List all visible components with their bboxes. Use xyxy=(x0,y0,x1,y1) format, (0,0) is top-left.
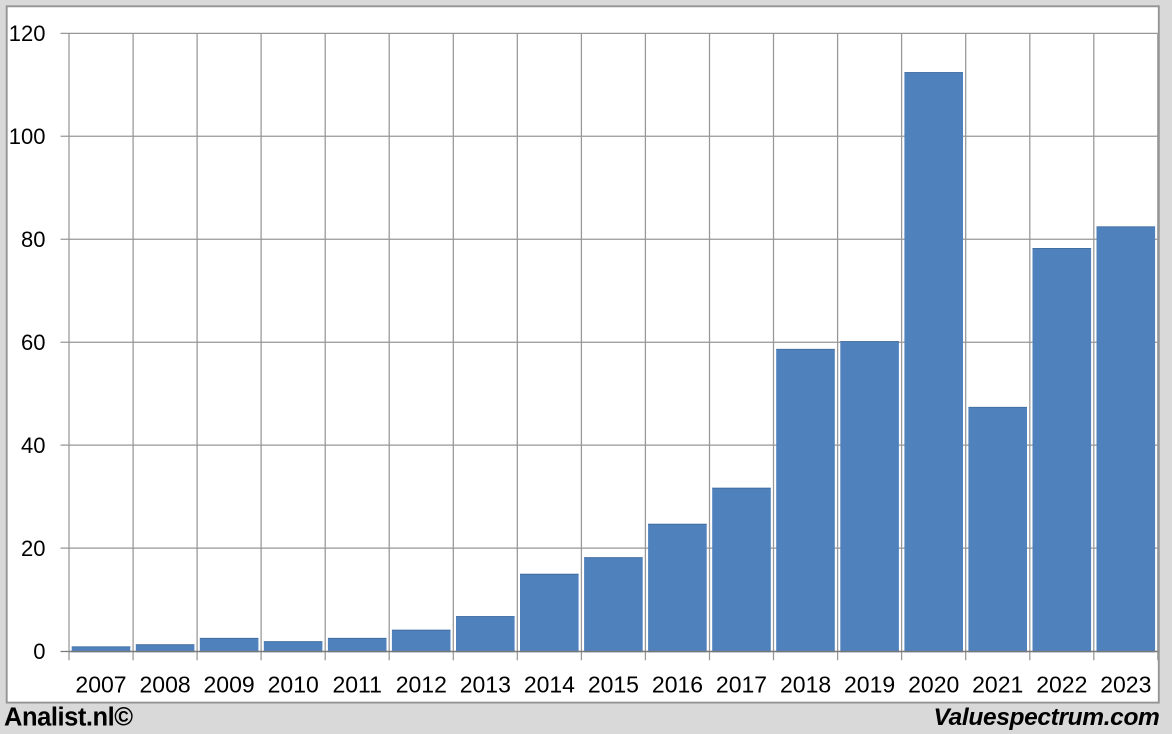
svg-text:60: 60 xyxy=(21,330,45,355)
svg-text:80: 80 xyxy=(21,227,45,252)
svg-text:2011: 2011 xyxy=(332,672,381,698)
svg-text:0: 0 xyxy=(33,639,45,664)
svg-text:2014: 2014 xyxy=(524,672,575,698)
svg-text:100: 100 xyxy=(9,124,46,149)
svg-text:Valuespectrum.com: Valuespectrum.com xyxy=(934,704,1160,731)
svg-text:2021: 2021 xyxy=(972,672,1023,698)
svg-text:2007: 2007 xyxy=(75,672,126,698)
svg-text:2019: 2019 xyxy=(844,672,895,698)
svg-text:2018: 2018 xyxy=(780,672,831,698)
svg-text:2010: 2010 xyxy=(268,672,319,698)
svg-text:2008: 2008 xyxy=(140,672,191,698)
svg-text:2022: 2022 xyxy=(1036,672,1087,698)
svg-text:40: 40 xyxy=(21,433,45,458)
svg-text:2016: 2016 xyxy=(652,672,703,698)
svg-text:2013: 2013 xyxy=(460,672,511,698)
svg-text:2017: 2017 xyxy=(716,672,767,698)
svg-text:2020: 2020 xyxy=(908,672,959,698)
svg-text:2023: 2023 xyxy=(1100,672,1151,698)
svg-text:Analist.nl©: Analist.nl© xyxy=(4,703,133,731)
svg-text:2015: 2015 xyxy=(588,672,639,698)
svg-text:120: 120 xyxy=(9,21,46,46)
svg-text:2009: 2009 xyxy=(204,672,255,698)
svg-text:2012: 2012 xyxy=(396,672,447,698)
svg-text:20: 20 xyxy=(21,536,45,561)
